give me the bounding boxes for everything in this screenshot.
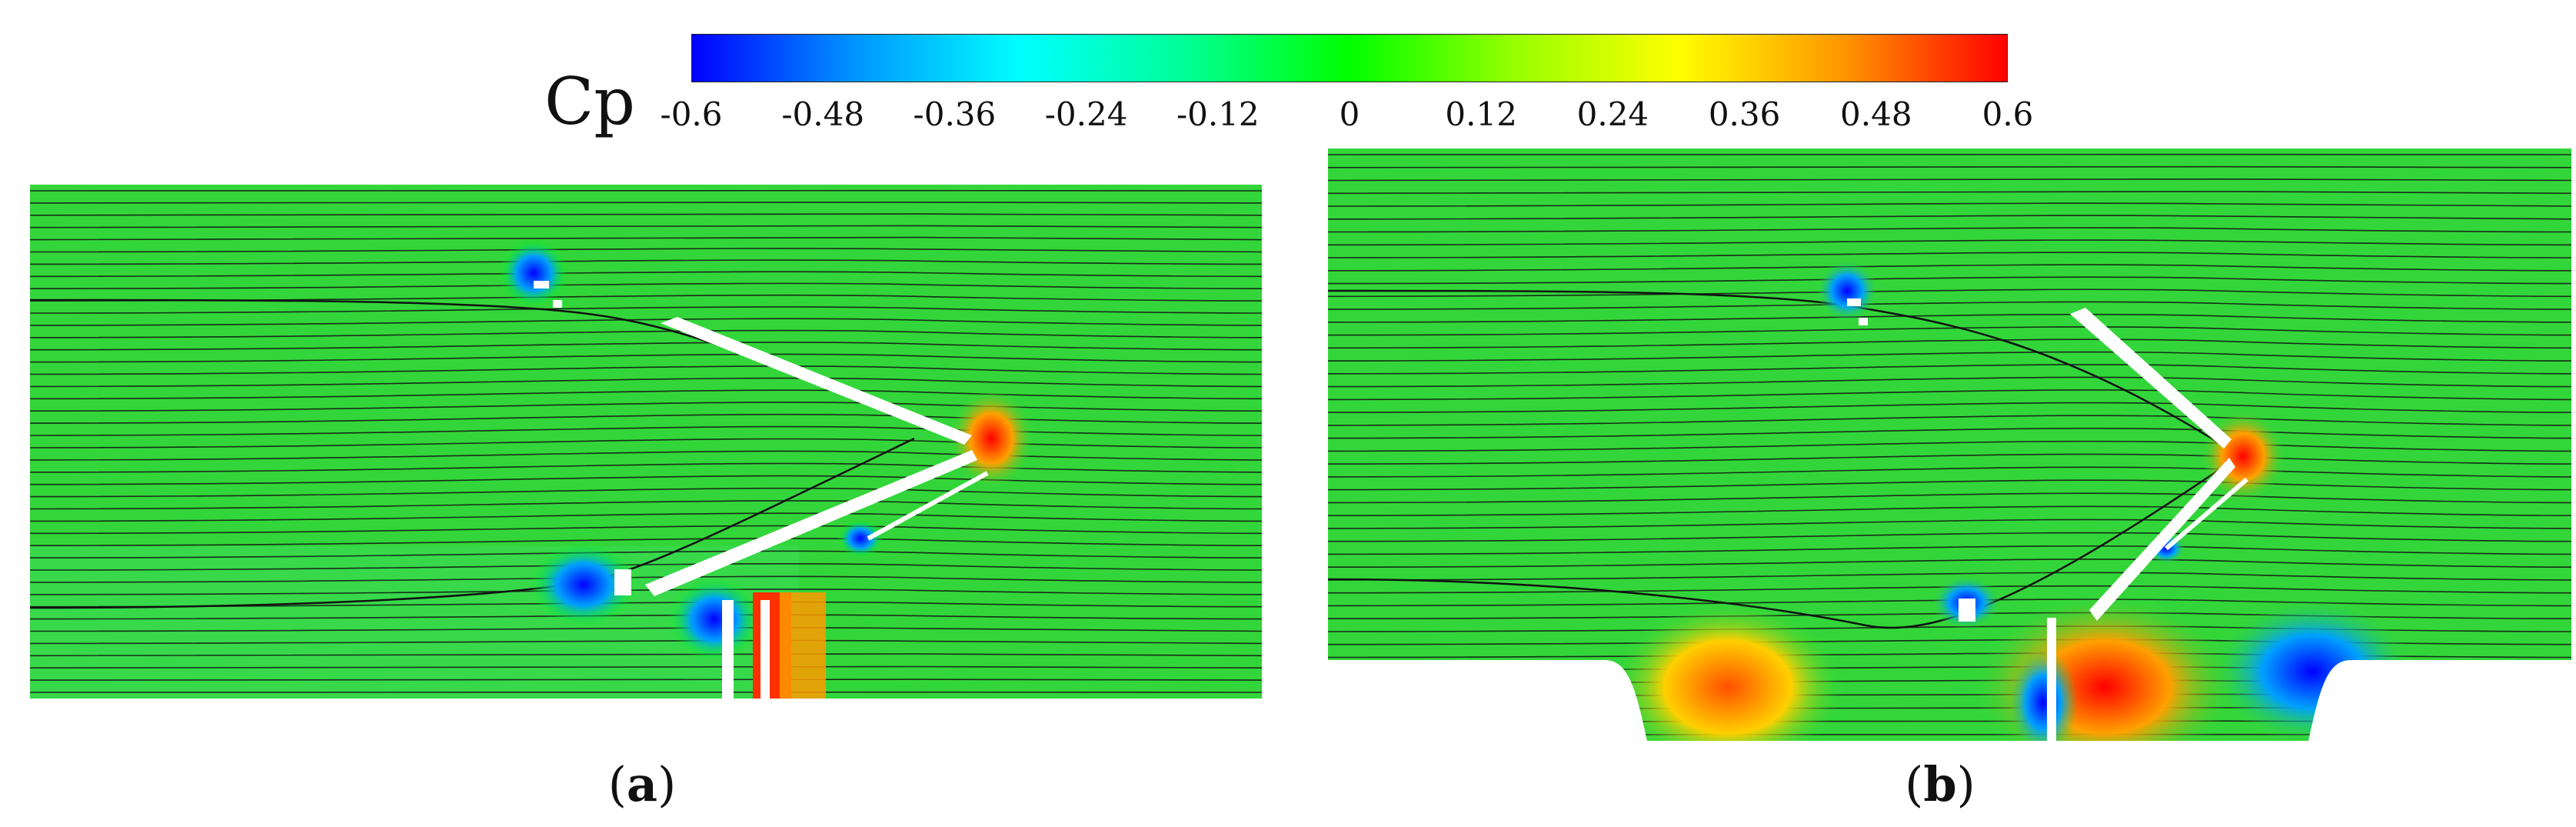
panel-a-flow-field [30, 185, 1262, 699]
colorbar-tick-label: 0.36 [1708, 95, 1781, 133]
colorbar-tick-label: 0.12 [1445, 95, 1517, 133]
colorbar-tick-label: -0.36 [913, 95, 997, 133]
cp-colorbar [691, 34, 2008, 82]
colorbar-tick-label: 0.24 [1576, 95, 1649, 133]
colorbar-tick-label: -0.6 [660, 95, 723, 133]
panel-b-flow-field [1328, 148, 2571, 741]
colorbar-title: Cp [544, 64, 636, 139]
panel-a-caption: (a) [607, 756, 677, 812]
panel-b-caption: (b) [1905, 756, 1975, 812]
colorbar-tick-label: 0.6 [1982, 95, 2034, 133]
colorbar-tick-label: -0.24 [1044, 95, 1128, 133]
colorbar-tick-label: -0.48 [781, 95, 865, 133]
colorbar-tick-label: 0.48 [1840, 95, 1912, 133]
colorbar-tick-label: -0.12 [1176, 95, 1260, 133]
colorbar-tick-label: 0 [1339, 95, 1360, 133]
